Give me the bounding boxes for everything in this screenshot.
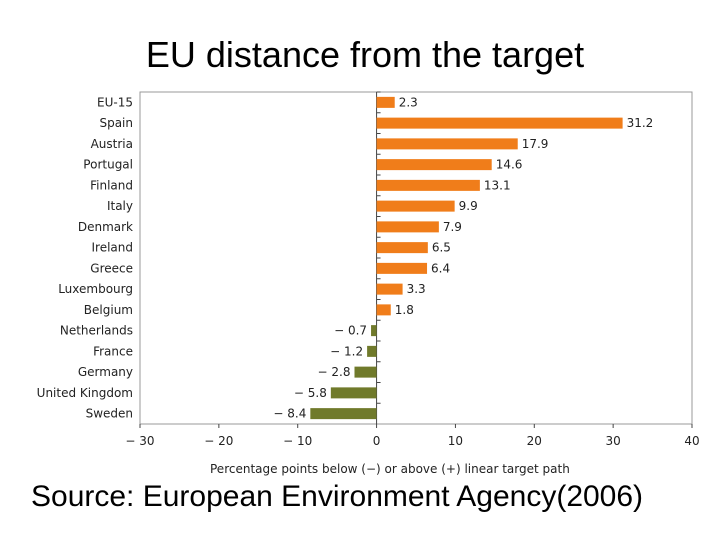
bar [330, 387, 377, 399]
value-label: 6.4 [431, 261, 450, 275]
value-label: 13.1 [484, 178, 511, 192]
bar [376, 200, 455, 212]
bar [376, 262, 428, 274]
category-label: Ireland [91, 241, 133, 255]
category-label: Luxembourg [58, 282, 133, 296]
category-label: Spain [99, 116, 133, 130]
value-label: 3.3 [407, 282, 426, 296]
x-tick-label: 0 [373, 434, 381, 448]
value-label: 9.9 [459, 199, 478, 213]
category-label: Italy [107, 199, 133, 213]
category-label: EU-15 [97, 95, 133, 109]
category-label: France [93, 344, 133, 358]
category-label: Belgium [84, 303, 133, 317]
value-label: 31.2 [627, 116, 654, 130]
bar [367, 345, 377, 357]
value-label: − 2.8 [318, 365, 351, 379]
value-label: 14.6 [496, 158, 523, 172]
bar [376, 96, 395, 108]
value-label: − 8.4 [273, 407, 306, 421]
category-label: Germany [78, 365, 133, 379]
category-label: Netherlands [60, 324, 133, 338]
x-tick-label: 20 [527, 434, 542, 448]
plot-frame [139, 91, 693, 425]
value-label: 6.5 [432, 241, 451, 255]
value-label: − 1.2 [330, 344, 363, 358]
x-tick-label: 40 [684, 434, 699, 448]
bar [376, 242, 428, 254]
bar [376, 179, 480, 191]
x-tick-label: − 10 [283, 434, 312, 448]
category-label: Portugal [83, 158, 133, 172]
value-label: 1.8 [395, 303, 414, 317]
x-tick-label: 30 [606, 434, 621, 448]
category-label: Greece [90, 261, 133, 275]
bar [354, 366, 377, 378]
bar [371, 325, 377, 337]
value-label: 7.9 [443, 220, 462, 234]
value-label: 2.3 [399, 95, 418, 109]
category-label: Finland [90, 178, 133, 192]
source-caption: Source: European Environment Agency(2006… [31, 480, 644, 513]
x-tick-label: 10 [448, 434, 463, 448]
x-axis-label: Percentage points below (−) or above (+)… [210, 462, 570, 476]
category-label: Austria [91, 137, 133, 151]
bar [376, 159, 492, 171]
bar [310, 408, 377, 420]
bar [376, 117, 623, 129]
category-label: Sweden [86, 407, 133, 421]
slide-title: EU distance from the target [145, 34, 585, 75]
bar [376, 138, 518, 150]
value-label: 17.9 [522, 137, 549, 151]
bar [376, 304, 391, 316]
value-label: − 0.7 [334, 324, 367, 338]
x-tick-label: − 20 [204, 434, 233, 448]
bar [376, 283, 403, 295]
category-label: United Kingdom [37, 386, 133, 400]
x-tick-label: − 30 [125, 434, 154, 448]
bar [376, 221, 439, 233]
value-label: − 5.8 [294, 386, 327, 400]
category-label: Denmark [78, 220, 133, 234]
